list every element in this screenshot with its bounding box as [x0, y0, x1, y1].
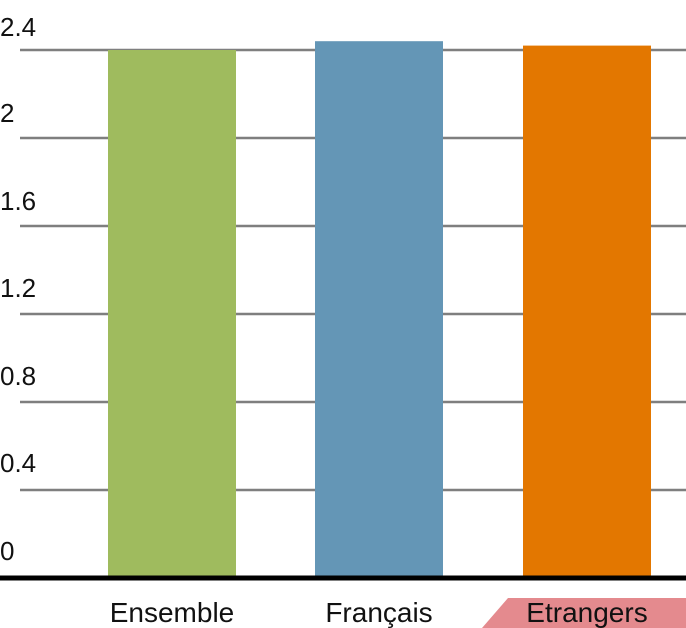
- x-category-label: Français: [325, 597, 432, 628]
- y-tick-label: 1.2: [0, 273, 36, 303]
- bar-etrangers: [523, 45, 651, 579]
- y-tick-label: 0.4: [0, 448, 36, 478]
- y-tick-label: 0.8: [0, 361, 36, 391]
- x-category-label: Etrangers: [526, 597, 647, 628]
- bars: [108, 41, 651, 579]
- y-tick-label: 0: [0, 536, 14, 566]
- highlight-annotation: [482, 598, 686, 628]
- x-axis-labels: Ensemble Français Etrangers: [110, 597, 648, 628]
- bar-français: [315, 41, 443, 578]
- y-axis-ticks: 0 0.4 0.8 1.2 1.6 2 2.4: [0, 12, 36, 566]
- y-tick-label: 2.4: [0, 12, 36, 42]
- y-tick-label: 1.6: [0, 186, 36, 216]
- bar-ensemble: [108, 50, 236, 578]
- y-tick-label: 2: [0, 98, 14, 128]
- x-category-label: Ensemble: [110, 597, 235, 628]
